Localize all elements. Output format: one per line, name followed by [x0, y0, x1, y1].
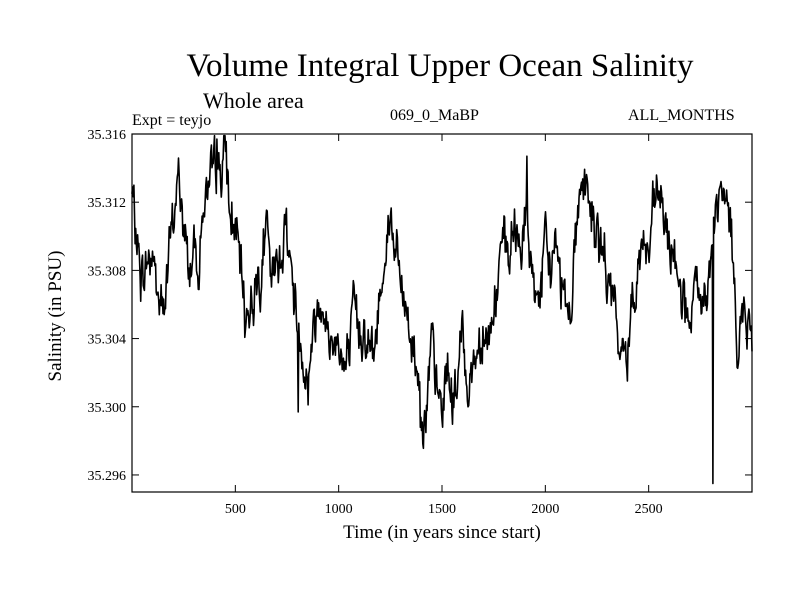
x-axis-label: Time (in years since start): [343, 522, 541, 543]
chart-subtitle: Whole area: [203, 88, 304, 113]
y-tick-label: 35.316: [88, 128, 127, 143]
experiment-label: Expt = teyjo: [132, 112, 212, 129]
chart-title: Volume Integral Upper Ocean Salinity: [186, 48, 694, 84]
series-line-salinity: [131, 134, 753, 485]
x-tick-label: 1500: [428, 502, 456, 517]
x-tick-label: 1000: [325, 502, 353, 517]
x-axis-ticks: 500 1000 1500 2000 2500: [225, 134, 663, 517]
y-tick-label: 35.300: [88, 401, 127, 416]
y-tick-label: 35.304: [88, 333, 127, 348]
y-tick-label: 35.308: [88, 264, 127, 279]
x-tick-label: 2500: [635, 502, 663, 517]
months-label: ALL_MONTHS: [628, 107, 735, 124]
x-tick-label: 500: [225, 502, 246, 517]
y-tick-label: 35.312: [88, 196, 127, 211]
run-label: 069_0_MaBP: [390, 107, 479, 124]
y-axis-ticks: 35.296 35.300 35.304 35.308 35.312 35.316: [88, 128, 752, 484]
y-tick-label: 35.296: [88, 469, 127, 484]
plot-frame: [131, 133, 753, 493]
x-tick-label: 2000: [531, 502, 559, 517]
